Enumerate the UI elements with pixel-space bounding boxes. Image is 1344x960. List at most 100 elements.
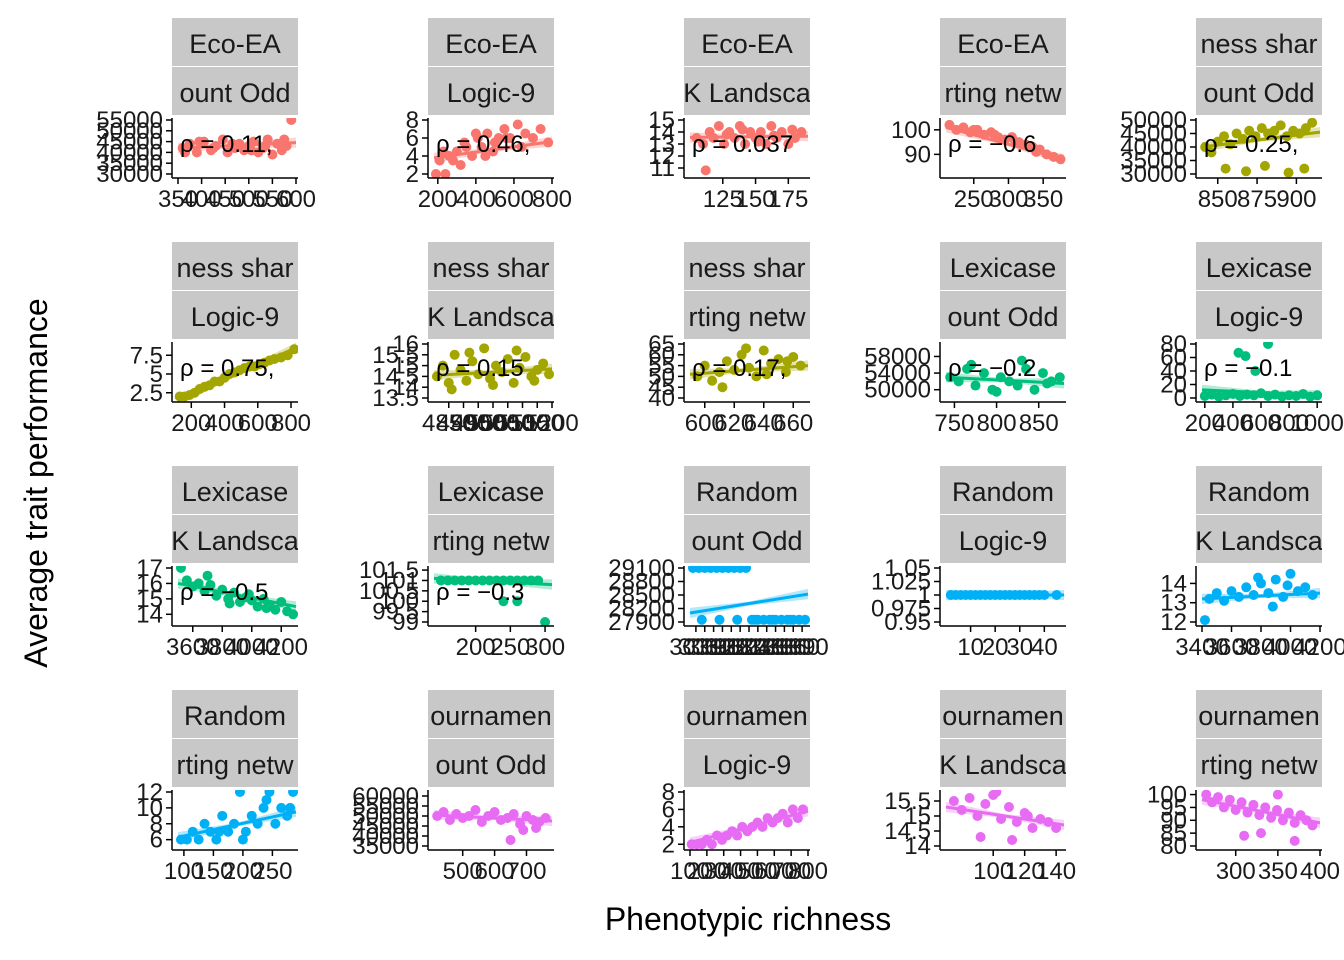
x-tick-label: 700 [771, 858, 811, 885]
x-tick-label: 3030 [669, 634, 722, 661]
y-tick-label: 45000 [352, 813, 419, 840]
data-point [455, 160, 466, 170]
y-tick-label: 15.5 [372, 342, 419, 369]
y-tick-label: 15 [648, 107, 675, 134]
data-point [488, 146, 498, 157]
data-point [533, 575, 544, 586]
x-tick-label: 250 [252, 858, 292, 885]
x-tick-label: 600 [238, 410, 278, 437]
facet-strip-bottom-label: Logic-9 [959, 526, 1048, 556]
data-point [1307, 590, 1318, 600]
facet-strip-top [172, 466, 298, 514]
data-point [512, 596, 523, 607]
x-tick-label: 120 [1005, 858, 1045, 885]
y-tick-label: 65 [648, 331, 675, 358]
facet-strip-top [940, 242, 1066, 290]
y-tick-label: 14 [904, 833, 931, 860]
data-point [780, 367, 791, 378]
data-point [288, 609, 298, 620]
data-point [796, 127, 807, 137]
data-point [467, 151, 478, 161]
facet-strip-bottom-label: rting netw [176, 750, 294, 780]
data-point [1289, 817, 1300, 828]
data-point [448, 155, 459, 166]
data-point [766, 358, 777, 369]
facet-strip-bottom-label: K Landsca [427, 302, 556, 332]
x-tick-label: 100 [973, 858, 1013, 885]
data-point [751, 371, 762, 382]
data-point [761, 139, 772, 149]
data-point [540, 813, 551, 823]
data-point [1007, 835, 1018, 845]
x-tick-label: 140 [1036, 858, 1076, 885]
data-point [1283, 807, 1294, 818]
x-tick-label: 3210 [722, 634, 775, 661]
x-tick-label: 3240 [731, 634, 784, 661]
y-tick-label: 17 [136, 555, 163, 582]
data-point [1285, 568, 1296, 579]
data-point [438, 807, 449, 817]
data-point [706, 839, 717, 850]
facet-strip-bottom-label: Logic-9 [447, 78, 536, 108]
data-point [496, 367, 507, 378]
x-tick-label: 250 [954, 186, 994, 213]
y-tick-label: 40000 [96, 139, 163, 166]
data-point [544, 369, 554, 380]
facet-strip-bottom-label: K Landsca [171, 526, 300, 556]
data-point [1029, 384, 1040, 395]
y-tick-label: 54000 [864, 360, 931, 387]
facet-strip-top [428, 690, 554, 738]
data-point [1260, 802, 1271, 813]
correlation-annotation: ρ = 0.25, [1204, 131, 1298, 158]
facet-strip-top [940, 18, 1066, 66]
y-tick-label: 15.5 [884, 788, 931, 815]
y-tick-label: 58000 [864, 343, 931, 370]
data-point [1201, 790, 1212, 800]
data-point [1031, 146, 1042, 157]
x-tick-label: 5150 [511, 410, 564, 437]
facet-strip-bottom [172, 739, 298, 787]
data-point [1270, 574, 1281, 585]
data-point [717, 382, 728, 393]
facet-strip-bottom-label: Logic-9 [191, 302, 280, 332]
x-tick-label: 500 [737, 858, 777, 885]
facet-strip-bottom [940, 515, 1066, 563]
data-point [757, 821, 768, 832]
x-tick-label: 4850 [422, 410, 475, 437]
data-point [741, 566, 752, 573]
data-point [512, 575, 523, 586]
y-tick-label: 45000 [1120, 121, 1187, 148]
data-point [1218, 802, 1229, 813]
data-point [511, 345, 522, 356]
data-point [729, 364, 740, 375]
data-point [175, 566, 186, 573]
data-point [1239, 830, 1250, 841]
data-point [240, 826, 251, 837]
data-point [514, 362, 525, 373]
data-point [782, 817, 793, 828]
data-point [461, 375, 472, 386]
data-point [229, 587, 240, 598]
data-point [1253, 572, 1264, 583]
facet-strip-top-label: Eco-EA [701, 29, 793, 59]
data-point [708, 133, 719, 143]
data-point [237, 834, 248, 845]
data-point [1211, 588, 1222, 599]
data-point [758, 345, 769, 356]
y-tick-label: 16 [392, 331, 419, 358]
data-point [1282, 580, 1293, 591]
panel: ness shar rting netw ρ = 0.17, 404550556065… [648, 242, 813, 437]
x-tick-label: 250 [490, 634, 530, 661]
data-point [288, 790, 298, 797]
data-point [1267, 601, 1278, 612]
data-point [532, 364, 543, 375]
data-point [463, 575, 474, 586]
y-tick-label: 101.5 [359, 557, 419, 584]
data-point [1010, 137, 1021, 148]
facet-strip-top-label: Random [1208, 477, 1310, 507]
x-tick-label: 400 [721, 858, 761, 885]
data-point [260, 140, 271, 151]
data-point [184, 138, 195, 149]
